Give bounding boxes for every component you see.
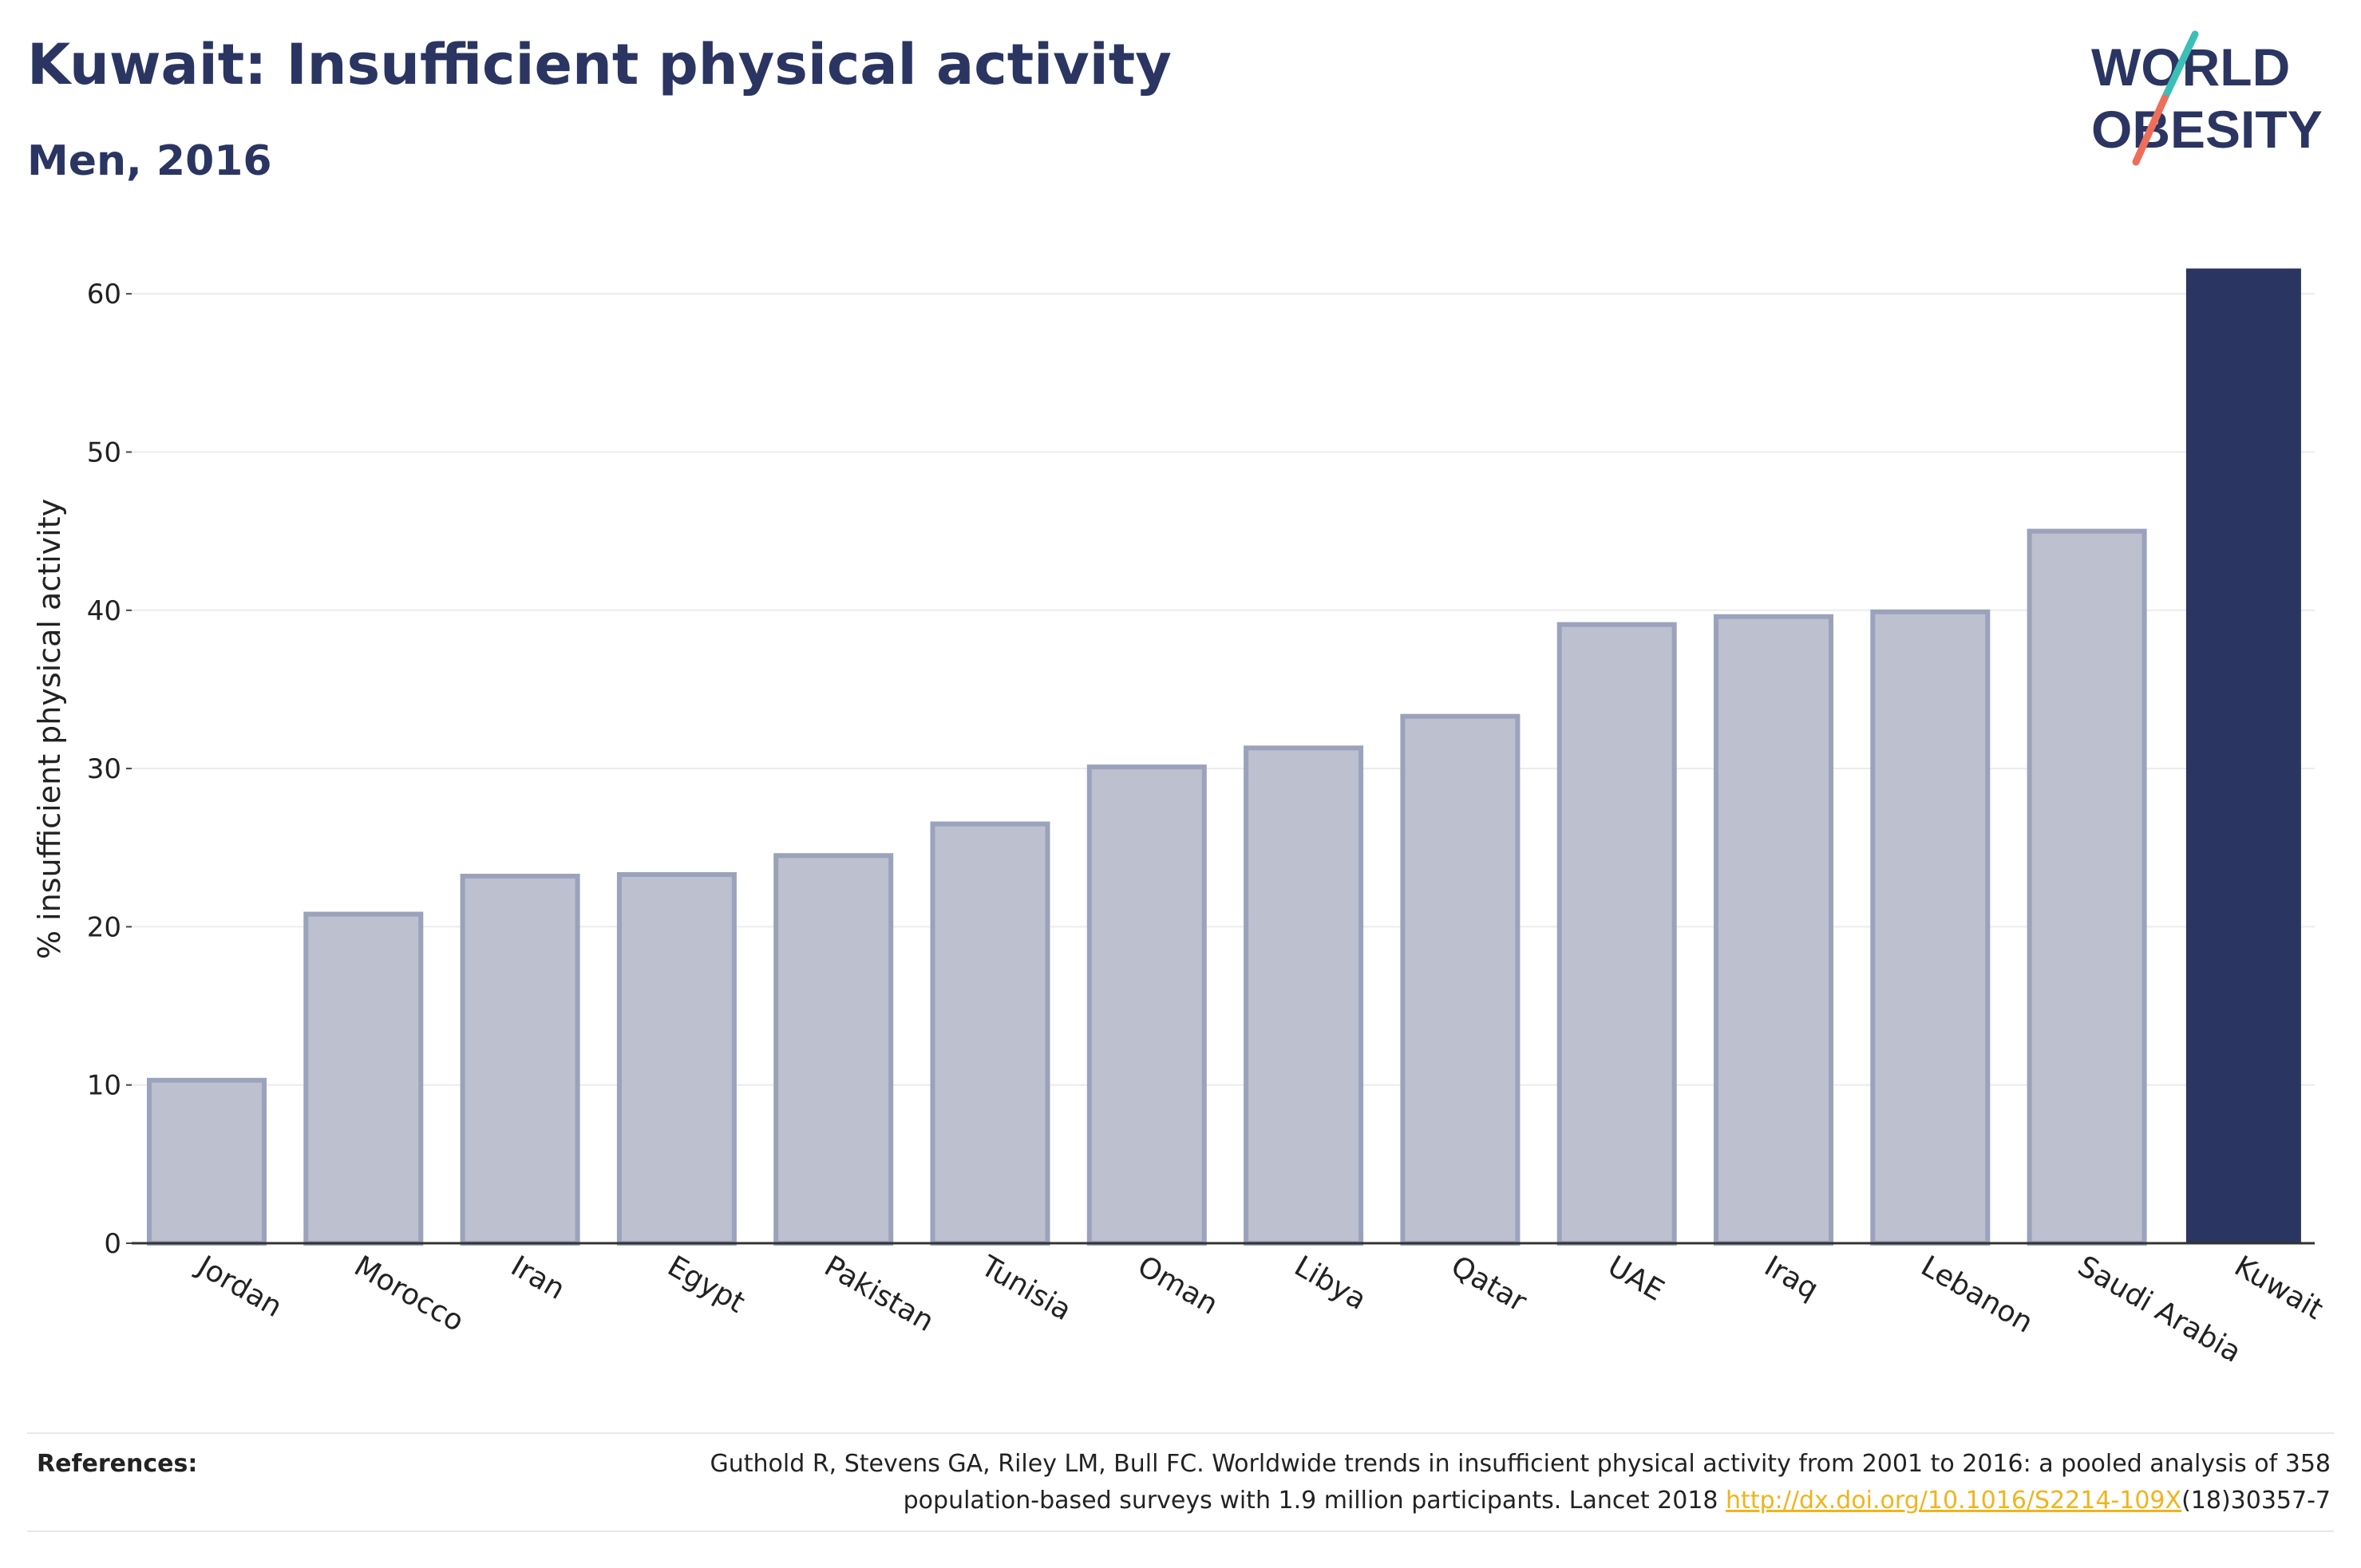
reference-citation-suffix: (18)30357-7: [2181, 1487, 2331, 1515]
bar-egypt: [616, 871, 737, 1246]
y-tick-label: 40: [87, 595, 121, 627]
x-tick-label: Qatar: [1445, 1250, 1532, 1318]
bar-iraq: [1714, 614, 1833, 1246]
bar-saudi-arabia: [2027, 528, 2147, 1246]
x-tick-label: Morocco: [349, 1250, 469, 1338]
bar-tunisia: [930, 821, 1050, 1246]
bar-libya: [1244, 745, 1364, 1246]
bar-uae: [1556, 622, 1677, 1246]
x-tick-label: Egypt: [662, 1250, 749, 1319]
bar-jordan: [147, 1077, 267, 1246]
logo-slash-teal: [2161, 30, 2199, 102]
x-tick-label: Iraq: [1759, 1250, 1824, 1306]
bar-morocco: [303, 911, 424, 1246]
x-tick-label: Pakistan: [819, 1250, 939, 1338]
y-tick-label: 10: [87, 1070, 121, 1102]
logo-line-2: OBESITY: [2091, 100, 2323, 159]
bar-oman: [1086, 764, 1207, 1246]
x-tick-label: Jordan: [191, 1249, 287, 1324]
references-text: Guthold R, Stevens GA, Riley LM, Bull FC…: [575, 1446, 2331, 1519]
y-tick-label: 30: [87, 753, 121, 785]
bar-iran: [460, 873, 580, 1246]
bar-chart: 0 10 20 30 40 50 60 % insufficient physical act…: [32, 268, 2328, 1369]
y-tick-label: 0: [104, 1228, 121, 1260]
x-tick-label: Saudi Arabia: [2072, 1250, 2246, 1369]
references-top-divider: [27, 1432, 2334, 1434]
x-tick-label: Iran: [505, 1250, 570, 1306]
world-obesity-logo: WORLD OBESITY: [2091, 30, 2323, 166]
x-tick-label: Lebanon: [1916, 1250, 2039, 1340]
reference-doi-link[interactable]: http://dx.doi.org/10.1016/S2214-109X: [1726, 1487, 2182, 1515]
y-tick-label: 20: [87, 911, 121, 943]
y-axis-label: % insufficient physical activity: [32, 499, 67, 959]
reference-citation: Guthold R, Stevens GA, Riley LM, Bull FC…: [710, 1450, 2331, 1515]
x-tick-label: Kuwait: [2229, 1250, 2328, 1326]
references-label: References:: [37, 1450, 198, 1478]
y-tick-label: 60: [87, 278, 121, 310]
references-bottom-divider: [27, 1530, 2334, 1532]
chart-title: Kuwait: Insufficient physical activity: [27, 32, 1172, 97]
x-tick-label: Tunisia: [975, 1250, 1077, 1327]
x-tick-label: UAE: [1602, 1250, 1669, 1307]
logo-slash-coral: [2132, 94, 2169, 166]
bar-kuwait: [2185, 268, 2301, 1244]
bar-lebanon: [1870, 609, 1991, 1246]
bar-qatar: [1400, 713, 1521, 1246]
x-tick-label: Libya: [1289, 1250, 1372, 1317]
y-tick-label: 50: [87, 437, 121, 469]
chart-subtitle: Men, 2016: [27, 137, 272, 185]
bar-pakistan: [773, 853, 894, 1246]
x-tick-label: Oman: [1132, 1250, 1223, 1321]
